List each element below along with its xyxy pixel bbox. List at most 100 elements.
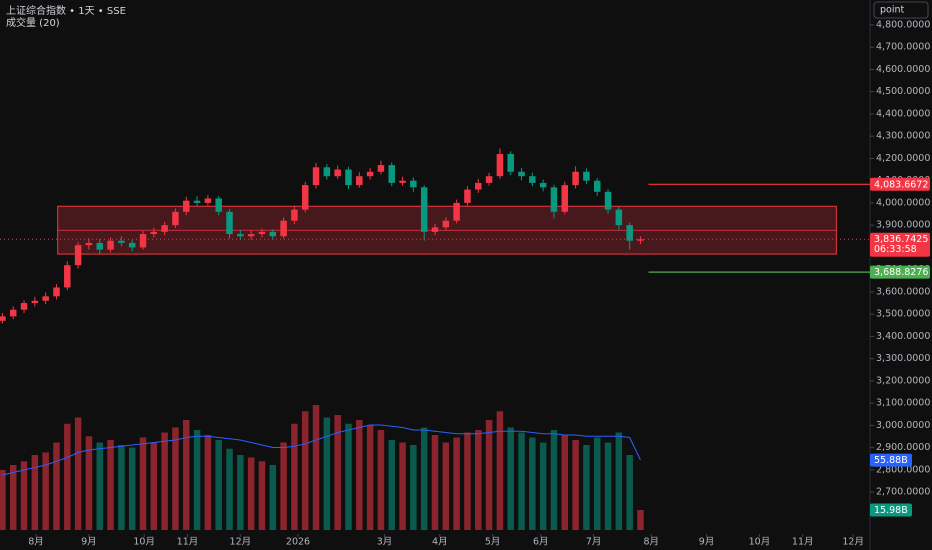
candle-body	[410, 180, 417, 188]
x-tick-label: 9月	[81, 537, 97, 548]
x-tick-label: 3月	[377, 537, 393, 548]
volume-bar	[388, 440, 395, 530]
unit-box[interactable]	[873, 1, 929, 19]
volume-bar	[215, 440, 222, 530]
y-tick-label: 4,800.0000	[876, 19, 930, 30]
x-tick-label: 11月	[792, 537, 814, 548]
volume-title: 成交量 (20)	[6, 16, 60, 29]
candle-body	[583, 171, 590, 181]
volume-last-label: 15.98B	[874, 505, 908, 516]
x-tick-label: 12月	[842, 537, 864, 548]
x-tick-label: 12月	[230, 537, 252, 548]
volume-bar	[345, 423, 352, 530]
y-tick-label: 2,800.0000	[876, 464, 930, 475]
volume-bar	[626, 455, 633, 530]
candle-body	[74, 245, 82, 266]
candle-body	[399, 180, 406, 183]
volume-bar	[431, 435, 439, 530]
volume-bar	[399, 442, 406, 530]
level-tag	[870, 177, 930, 191]
candle-body	[518, 171, 525, 177]
y-tick-label: 2,900.0000	[876, 442, 930, 453]
volume-ma-line	[2, 424, 641, 476]
x-tick-label: 4月	[432, 537, 448, 548]
volume-bar	[85, 436, 93, 530]
y-tick-label: 3,900.0000	[876, 220, 930, 231]
candle-body	[377, 165, 385, 172]
volume-bar	[518, 432, 525, 530]
candle-body	[507, 153, 514, 172]
candle-body	[593, 180, 601, 192]
candle-body	[215, 198, 222, 212]
candle-body	[496, 153, 504, 177]
candle-body	[366, 171, 374, 177]
volume-bar	[20, 461, 28, 530]
volume-bar	[572, 440, 579, 530]
candle-body	[204, 198, 212, 203]
x-tick-label: 11月	[177, 537, 199, 548]
candle-body	[301, 185, 309, 210]
countdown-label: 06:33:58	[874, 244, 917, 255]
volume-bar	[64, 423, 71, 530]
volume-bar	[356, 420, 363, 530]
x-tick-label: 10月	[749, 537, 771, 548]
volume-bar	[615, 432, 623, 530]
volume-bar	[172, 427, 179, 530]
candle-body	[561, 185, 569, 212]
x-tick-label: 8月	[644, 537, 660, 548]
volume-ma-label: 55.88B	[874, 455, 908, 466]
candle-body	[485, 176, 493, 183]
volume-bar	[161, 432, 168, 530]
y-tick-label: 3,300.0000	[876, 353, 930, 364]
candle-body	[193, 200, 201, 203]
x-tick-label: 9月	[699, 537, 715, 548]
volume-bar	[150, 442, 158, 530]
volume-bar	[280, 442, 287, 530]
candle-body	[107, 240, 114, 250]
candle-body	[64, 265, 71, 288]
volume-bar	[593, 437, 601, 530]
chart-title: 上证综合指数 • 1天 • SSE	[6, 4, 126, 17]
candle-body	[475, 182, 482, 190]
volume-bar	[118, 445, 125, 530]
y-tick-label: 3,200.0000	[876, 375, 930, 386]
candle-body	[388, 165, 395, 183]
volume-bar	[366, 425, 374, 530]
candle-body	[420, 187, 428, 232]
volume-bar	[226, 448, 233, 530]
last-price-label: 3,836.7425	[874, 234, 928, 245]
candle-body	[464, 189, 471, 203]
volume-bar	[323, 417, 331, 530]
candle-body	[237, 234, 244, 237]
candle-body	[431, 227, 439, 232]
candle-body	[453, 202, 460, 221]
x-tick-label: 10月	[133, 537, 155, 548]
volume-bar	[53, 442, 60, 530]
volume-bar	[237, 455, 244, 530]
y-unit[interactable]: point	[880, 5, 905, 16]
volume-bar	[561, 435, 569, 530]
volume-bar	[496, 411, 504, 530]
candle-body	[118, 240, 125, 243]
volume-bar	[74, 417, 82, 530]
volume-bar	[550, 430, 558, 530]
y-tick-label: 3,400.0000	[876, 331, 930, 342]
candle-body	[183, 200, 190, 212]
volume-bar	[410, 445, 417, 530]
candle-body	[572, 171, 579, 186]
candle-body	[539, 182, 547, 188]
candle-body	[550, 187, 558, 212]
volume-bar	[464, 432, 471, 530]
volume-bar	[475, 430, 482, 530]
candle-body	[356, 176, 363, 186]
candle-body	[280, 220, 287, 237]
candle-body	[615, 209, 623, 226]
volume-bar	[183, 420, 190, 530]
candle-body	[0, 316, 6, 321]
candle-body	[20, 303, 28, 310]
candle-body	[637, 239, 644, 241]
y-tick-label: 3,600.0000	[876, 286, 930, 297]
level-label: 4,083.6672	[874, 179, 928, 190]
volume-bar	[258, 461, 266, 530]
y-tick-label: 4,300.0000	[876, 131, 930, 142]
